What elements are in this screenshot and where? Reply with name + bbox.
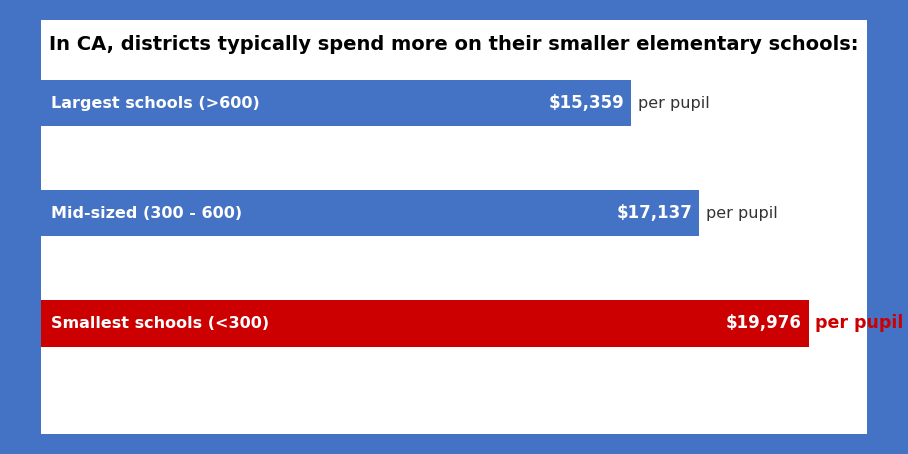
Text: In CA, districts typically spend more on their smaller elementary schools:: In CA, districts typically spend more on…	[49, 35, 859, 54]
Text: Largest schools (>600): Largest schools (>600)	[51, 95, 260, 111]
Bar	[41, 80, 631, 126]
Bar	[41, 190, 699, 237]
Text: per pupil: per pupil	[637, 95, 709, 111]
Text: $17,137: $17,137	[617, 204, 693, 222]
Text: $15,359: $15,359	[548, 94, 625, 112]
Text: per pupil: per pupil	[706, 206, 778, 221]
Text: $19,976: $19,976	[726, 315, 802, 332]
Bar	[41, 300, 808, 346]
Text: Smallest schools (<300): Smallest schools (<300)	[51, 316, 269, 331]
Text: per pupil: per pupil	[815, 315, 903, 332]
Text: Mid-sized (300 - 600): Mid-sized (300 - 600)	[51, 206, 242, 221]
